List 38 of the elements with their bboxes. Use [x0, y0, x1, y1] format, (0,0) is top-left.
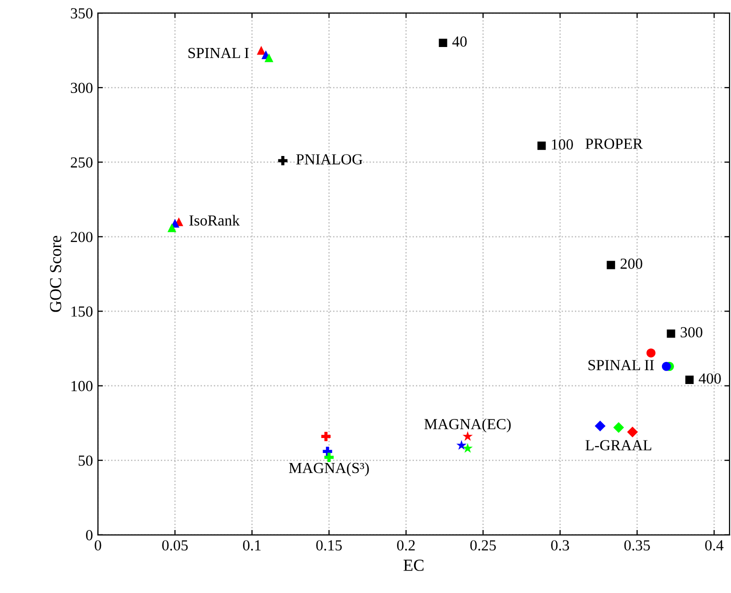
annotation: 100: [552, 139, 573, 150]
x-tick-label: 0.2: [397, 540, 415, 551]
x-tick-label: 0.1: [243, 540, 261, 551]
point: [666, 329, 676, 338]
annotation: 400: [698, 373, 721, 384]
x-tick-label: 0.25: [470, 540, 496, 551]
x-tick-label: 0.35: [624, 540, 650, 551]
series-label: IsoRank: [189, 214, 240, 226]
annotation: 40: [452, 36, 467, 47]
annotation: PROPER: [586, 138, 643, 149]
series-label: MAGNA(S³): [288, 462, 369, 476]
point: [537, 142, 546, 150]
annotation: 300: [680, 327, 702, 338]
y-tick-label: 350: [70, 8, 93, 18]
y-tick-label: 100: [72, 380, 93, 392]
x-tick-label: 0.05: [162, 540, 188, 551]
y-tick-label: 0: [86, 530, 93, 540]
point: [606, 260, 616, 270]
point: [685, 376, 694, 384]
x-tick-label: 0: [94, 540, 102, 550]
y-tick-label: 250: [70, 157, 93, 168]
annotation: 200: [620, 258, 642, 269]
y-tick-label: 300: [70, 82, 93, 94]
series-label: SPINAL II: [588, 360, 654, 370]
series-label: L-GRAAL: [586, 440, 652, 450]
y-tick-label: 200: [70, 232, 93, 242]
y-axis-title: GOC Score: [50, 236, 62, 312]
x-tick-label: 0.15: [316, 540, 342, 551]
point: [438, 38, 448, 48]
series-label: MAGNA(EC): [424, 418, 511, 432]
y-tick-label: 50: [78, 455, 93, 466]
x-tick-label: 0.3: [551, 540, 570, 551]
series-label: SPINAL I: [188, 48, 249, 58]
x-axis-title: EC: [404, 560, 424, 571]
series-label: PNIALOG: [296, 154, 362, 164]
y-tick-label: 150: [72, 306, 93, 317]
x-tick-label: 0.4: [705, 540, 724, 551]
point: [278, 156, 288, 166]
